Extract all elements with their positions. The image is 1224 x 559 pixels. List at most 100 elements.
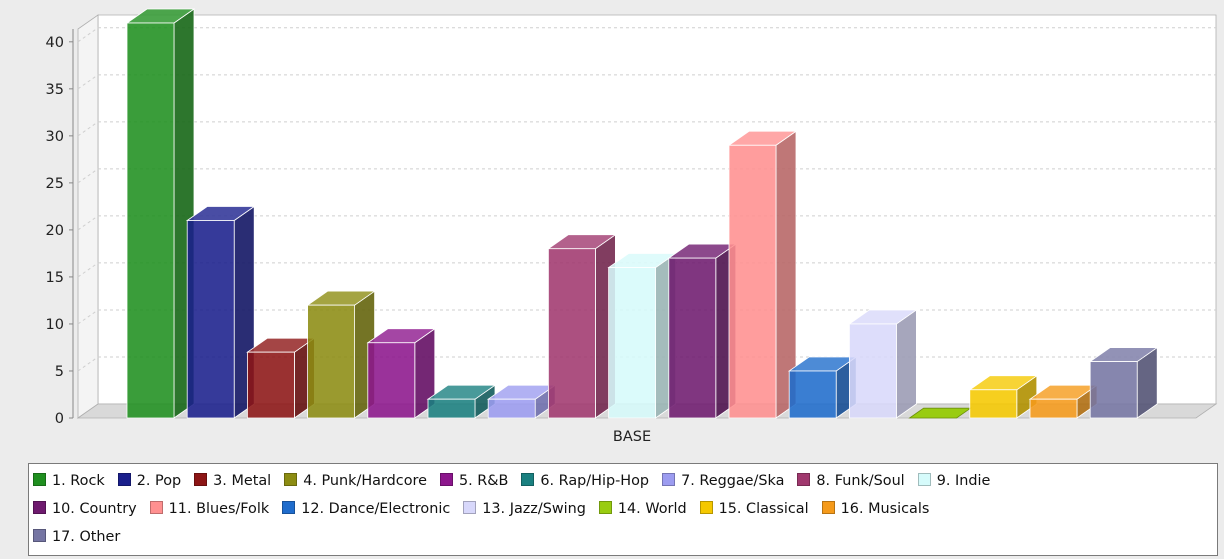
legend-label: 4. Punk/Hardcore [303,473,427,489]
legend-item: 16. Musicals [821,495,930,523]
bar-front [548,248,596,419]
legend-label: 1. Rock [52,473,105,489]
bar-10 [667,243,738,419]
legend-item: 9. Indie [917,467,991,495]
plot-side-wall [77,14,99,419]
legend-item: 13. Jazz/Swing [463,495,586,523]
bar-13 [848,309,918,419]
gridline-side [77,262,99,278]
legend-label: 5. R&B [458,473,509,489]
x-category-label: BASE [613,429,651,445]
bar-front [367,342,416,419]
bar-front [608,267,656,419]
legend-label: 3. Metal [213,473,272,489]
legend-label: 6. Rap/Hip-Hop [540,473,650,489]
y-tick-label: 30 [46,129,64,145]
legend-item: 17. Other [33,523,120,551]
bar-2 [185,205,256,419]
legend-label: 8. Funk/Soul [816,473,905,489]
legend-label: 16. Musicals [840,501,930,517]
y-tick-label: 15 [46,270,64,286]
bar-front [487,398,536,419]
legend-label: 15. Classical [718,501,809,517]
legend-item: 11. Blues/Folk [149,495,270,523]
bar-17 [1088,346,1159,419]
gridline-side [77,309,99,325]
legend-swatch [699,501,713,514]
legend-item: 2. Pop [117,467,181,495]
gridline-side [77,121,99,137]
bar-12 [787,356,858,419]
legend-swatch [598,501,612,514]
bar-chart: 0 5 10 15 20 25 30 35 40 BASE [46,8,1218,445]
legend-swatch [33,529,46,542]
bar-front [307,304,356,419]
bar-6 [426,384,497,419]
y-tick-label: 5 [55,364,64,380]
bar-front [788,370,837,419]
legend-item: 10. Country [33,495,137,523]
bar-5 [366,327,437,419]
legend-swatch [662,473,676,486]
bar-1 [125,8,196,419]
bar-front [1029,398,1078,419]
legend-item: 8. Funk/Soul [797,467,905,495]
bar-4 [306,290,376,419]
legend-item: 5. R&B [439,467,509,495]
legend-label: 12. Dance/Electronic [301,501,451,517]
y-tick-label: 35 [46,82,64,98]
legend-swatch [797,473,811,486]
bar-front [427,398,476,419]
legend-item: 6. Rap/Hip-Hop [521,467,649,495]
y-tick-label: 25 [46,176,64,192]
legend-label: 13. Jazz/Swing [482,501,586,517]
y-tick-label: 40 [46,35,64,51]
bar-16 [1028,384,1099,419]
bar-8 [547,233,617,419]
legend-row: 1. Rock 2. Pop 3. Metal 4. Punk/Hardcore 5. … [33,467,1217,495]
legend-item: 3. Metal [194,467,271,495]
legend-swatch [521,473,535,486]
y-tick-label: 20 [46,223,64,239]
legend-label: 10. Country [52,501,137,517]
legend-swatch [117,473,131,486]
bar-front [849,323,897,419]
legend-swatch [821,501,835,514]
legend-label: 11. Blues/Folk [168,501,270,517]
bar-front [126,22,175,419]
chart-canvas: 0 5 10 15 20 25 30 35 40 BASE [46,8,1218,445]
gridline-side [77,215,99,231]
legend-item: 15. Classical [699,495,809,523]
legend-row: 17. Other [33,523,1217,551]
gridline-side [77,27,99,43]
y-tick-label: 10 [46,317,64,333]
legend-item: 12. Dance/Electronic [282,495,450,523]
legend-label: 7. Reggae/Ska [681,473,785,489]
legend-label: 17. Other [52,529,121,545]
legend-swatch [33,501,46,514]
bar-front [728,144,777,419]
legend-swatch [463,501,477,514]
gridline-side [77,168,99,184]
bar-side [896,309,917,419]
legend-swatch [282,501,296,514]
legend-item: 4. Punk/Hardcore [284,467,427,495]
legend-item: 1. Rock [33,467,105,495]
bar-9 [607,252,677,419]
legend-swatch [149,501,163,514]
bar-front [186,220,235,419]
bar-front [668,257,717,419]
bar-front [1089,361,1138,419]
legend-swatch [284,473,298,486]
gridline-side [77,356,99,372]
legend-label: 9. Indie [936,473,991,489]
legend-item: 7. Reggae/Ska [662,467,784,495]
legend-label: 14. World [617,501,687,517]
legend-swatch [439,473,453,486]
legend-swatch [194,473,208,486]
legend-item: 14. World [598,495,687,523]
bar-11 [727,130,798,419]
bar-front [246,351,295,419]
legend-swatch [917,473,931,486]
y-tick-label: 0 [55,411,64,427]
